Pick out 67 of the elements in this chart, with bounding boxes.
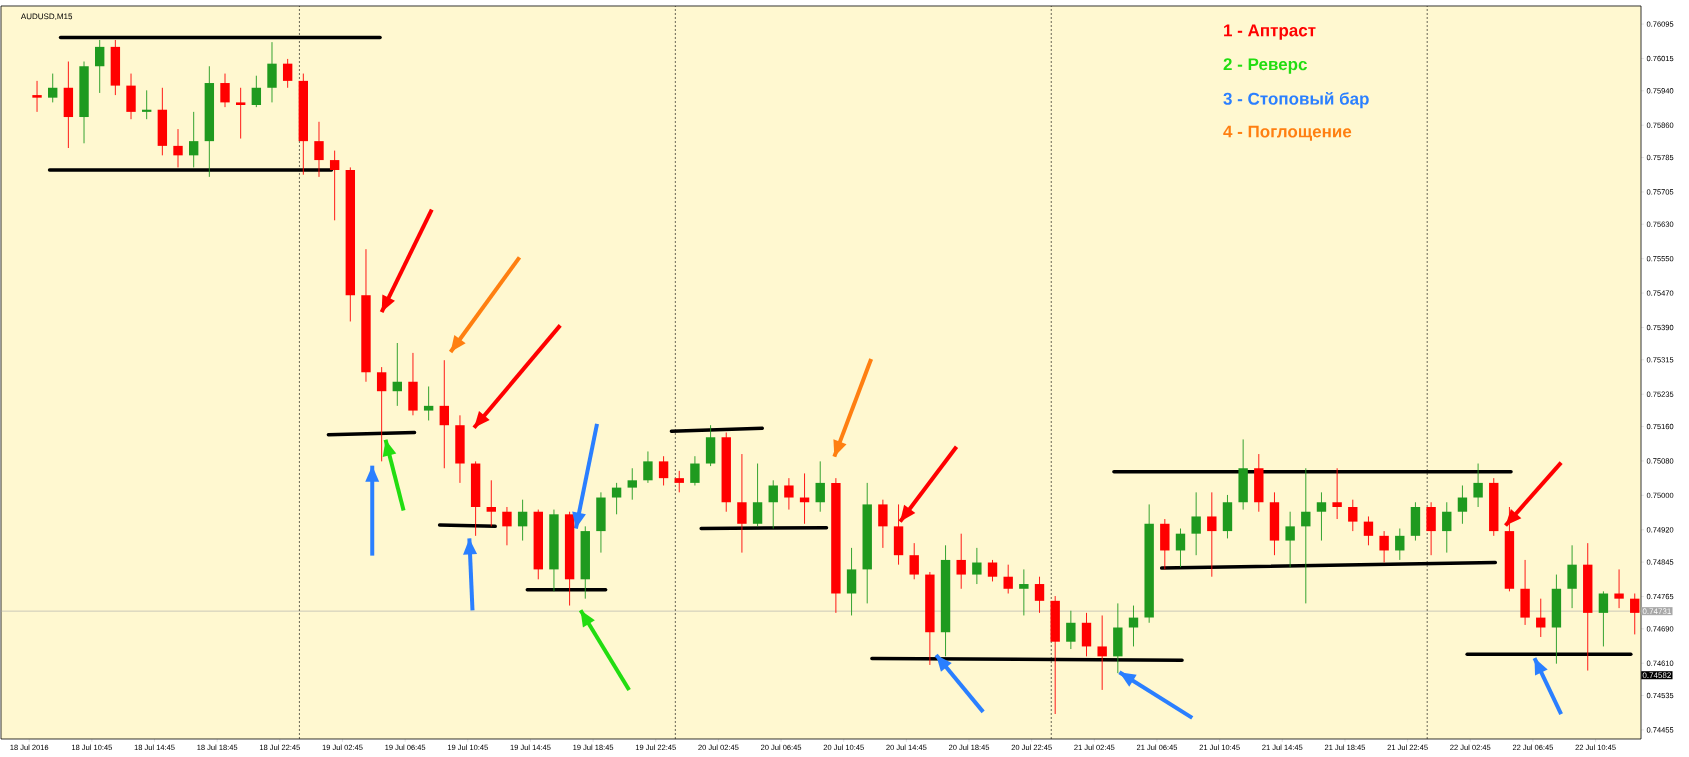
candlestick [48, 73, 58, 103]
candlestick [658, 455, 669, 486]
candlestick [1598, 590, 1609, 647]
candlestick [737, 453, 747, 554]
candlestick [439, 359, 449, 469]
candlestick [768, 479, 778, 529]
candlestick [173, 128, 183, 168]
candlestick [95, 39, 105, 94]
candlestick [376, 366, 387, 462]
candlestick [32, 80, 42, 113]
candlestick [251, 75, 262, 108]
text: 2 - Реверс [1223, 58, 1307, 74]
text: 0.74582 [1642, 672, 1671, 679]
candlestick [486, 479, 496, 527]
candlestick [1348, 499, 1358, 532]
candlestick [674, 470, 684, 493]
candlestick [627, 467, 637, 501]
candlestick [141, 89, 152, 120]
candlestick [282, 58, 293, 89]
candlestick [1128, 605, 1139, 647]
candlestick [1175, 528, 1186, 568]
candlestick [909, 542, 919, 580]
candlestick [752, 463, 763, 527]
candlestick [1442, 501, 1452, 554]
candlestick [1097, 615, 1107, 691]
candlestick [1207, 491, 1217, 578]
candlestick [1379, 530, 1389, 563]
candlestick [392, 342, 403, 407]
candlestick [1285, 511, 1295, 568]
candlestick [517, 499, 528, 542]
candlestick [972, 547, 982, 585]
candlestick [784, 477, 794, 511]
candlestick [1630, 593, 1640, 635]
candlestick [815, 460, 825, 513]
candlestick [1457, 485, 1468, 525]
candlestick [1363, 516, 1374, 546]
candlestick [1066, 610, 1076, 650]
candlestick [1332, 467, 1342, 520]
ref-line-label: 0.74731 [1642, 608, 1671, 614]
text: 4 - Поглощение [1223, 125, 1352, 141]
candlestick [1081, 612, 1092, 657]
candlestick [1614, 568, 1624, 609]
candlestick [643, 451, 653, 484]
candlestick [1019, 568, 1029, 616]
candlestick [878, 499, 888, 549]
candlestick [188, 111, 199, 168]
text: 3 - Стоповый бар [1223, 91, 1369, 109]
candlestick [1301, 467, 1311, 604]
candlestick [235, 87, 246, 139]
text: AUDUSD,M15 [20, 13, 73, 21]
candlestick [1536, 598, 1546, 638]
candlestick [1003, 564, 1013, 594]
candlestick [956, 533, 966, 590]
candlestick [987, 559, 998, 582]
candlestick [1395, 528, 1405, 561]
candlestick [314, 121, 324, 178]
candlestick [329, 150, 340, 221]
candlestick [502, 506, 512, 546]
candlestick [611, 482, 622, 515]
candlestick [1191, 491, 1201, 556]
candlestick [1034, 576, 1045, 614]
candlestick [423, 386, 434, 421]
candlestick [220, 73, 230, 108]
text: 1 - Аптраст [1224, 24, 1316, 40]
candlestick [1316, 491, 1327, 542]
candlestick [690, 455, 700, 486]
candlestick [1473, 463, 1483, 508]
